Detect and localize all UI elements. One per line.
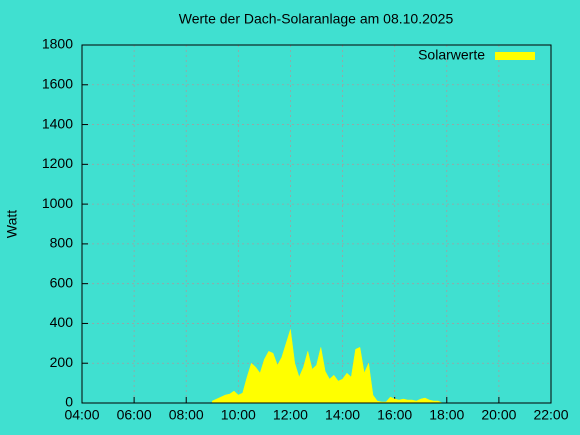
x-tick-label: 10:00 [221, 407, 256, 423]
plot-border [81, 44, 552, 404]
x-tick-label: 14:00 [325, 407, 360, 423]
x-tick-label: 08:00 [169, 407, 204, 423]
y-tick-label: 400 [50, 314, 74, 330]
y-tick-label: 1400 [42, 115, 73, 131]
y-tick-label: 800 [50, 235, 74, 251]
x-tick-label: 18:00 [429, 407, 464, 423]
x-tick-label: 22:00 [533, 407, 568, 423]
y-tick-label: 1600 [42, 75, 73, 91]
legend-swatch [495, 52, 535, 60]
y-tick-label: 600 [50, 274, 74, 290]
y-tick-label: 0 [65, 394, 73, 410]
x-tick-label: 20:00 [481, 407, 516, 423]
y-tick-label: 1000 [42, 195, 73, 211]
x-tick-label: 06:00 [117, 407, 152, 423]
y-axis-label: Watt [4, 210, 20, 238]
x-tick-label: 12:00 [273, 407, 308, 423]
y-tick-label: 1200 [42, 155, 73, 171]
x-tick-label: 04:00 [64, 407, 99, 423]
y-tick-label: 1800 [42, 36, 73, 52]
y-tick-label: 200 [50, 354, 74, 370]
chart-title: Werte der Dach-Solaranlage am 08.10.2025 [179, 11, 454, 27]
legend-label: Solarwerte [418, 47, 485, 63]
area [212, 329, 443, 404]
x-tick-label: 16:00 [377, 407, 412, 423]
